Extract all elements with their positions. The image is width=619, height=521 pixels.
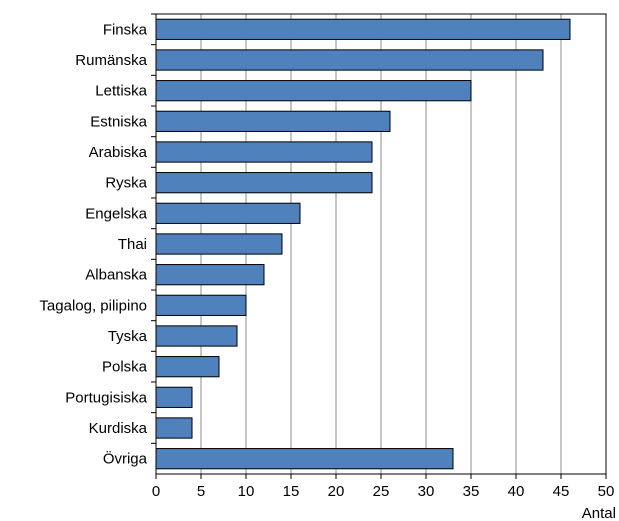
category-label: Estniska xyxy=(90,113,147,130)
x-tick-label: 10 xyxy=(238,483,255,500)
category-label: Tyska xyxy=(108,328,148,345)
category-label: Kurdiska xyxy=(89,420,148,437)
bar xyxy=(155,141,373,163)
bar xyxy=(155,386,193,408)
bar xyxy=(155,80,472,102)
category-label: Tagalog, pilipino xyxy=(39,297,147,314)
x-tick-label: 20 xyxy=(328,483,345,500)
bar xyxy=(155,325,238,347)
bar xyxy=(155,172,373,194)
x-tick-label: 40 xyxy=(508,483,525,500)
category-label: Ryska xyxy=(105,175,147,192)
category-label: Finska xyxy=(103,21,148,38)
category-label: Polska xyxy=(102,359,148,376)
x-tick-label: 25 xyxy=(373,483,390,500)
category-label: Lettiska xyxy=(95,83,147,100)
bar xyxy=(155,264,265,286)
bar xyxy=(155,448,454,470)
category-label: Portugisiska xyxy=(65,389,147,406)
bars xyxy=(155,18,571,470)
category-label: Albanska xyxy=(85,267,147,284)
bar xyxy=(155,356,220,378)
x-axis-title: Antal xyxy=(582,505,616,521)
category-label: Engelska xyxy=(85,205,147,222)
x-tick-label: 50 xyxy=(598,483,615,500)
bar xyxy=(155,417,193,439)
x-tick-labels: 0 5 10 15 20 25 30 35 40 45 50 xyxy=(152,474,615,500)
category-label: Arabiska xyxy=(89,144,148,161)
bar xyxy=(155,110,391,132)
category-label: Thai xyxy=(118,236,147,253)
category-label: Övriga xyxy=(103,450,148,468)
bar xyxy=(155,233,283,255)
x-tick-label: 15 xyxy=(283,483,300,500)
x-tick-label: 35 xyxy=(463,483,480,500)
bar xyxy=(155,202,301,224)
x-tick-label: 5 xyxy=(197,483,205,500)
x-tick-label: 0 xyxy=(152,483,160,500)
x-tick-label: 30 xyxy=(418,483,435,500)
bar xyxy=(155,49,544,71)
bar xyxy=(155,18,571,40)
x-tick-label: 45 xyxy=(553,483,570,500)
category-labels: Finska Rumänska Lettiska Estniska Arabiska Ry… xyxy=(39,13,156,468)
category-label: Rumänska xyxy=(75,52,147,69)
bar xyxy=(155,294,247,316)
